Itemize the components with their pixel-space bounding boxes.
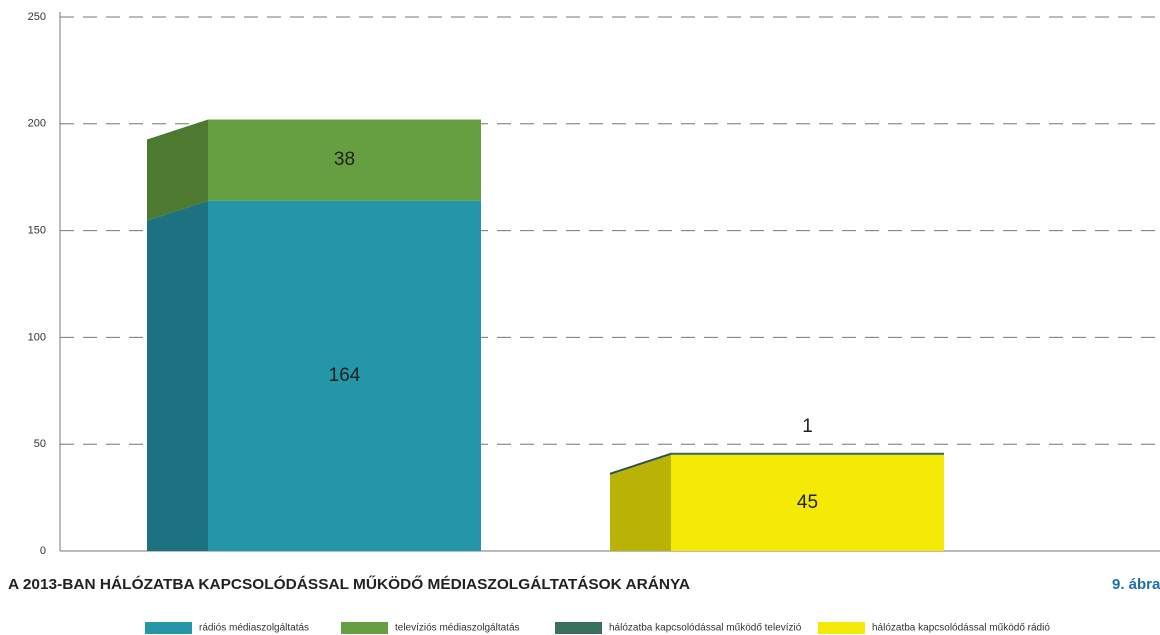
bar-segment bbox=[671, 454, 944, 551]
legend-label: rádiós médiaszolgáltatás bbox=[199, 623, 309, 634]
data-label: 1 bbox=[802, 416, 813, 437]
y-tick-label: 0 bbox=[40, 545, 46, 557]
bar-segment bbox=[208, 200, 481, 552]
bar-side bbox=[147, 200, 208, 552]
figure-label: 9. ábra bbox=[1112, 576, 1160, 593]
legend-swatch bbox=[341, 622, 388, 634]
legend-swatch bbox=[555, 622, 602, 634]
bar-segment bbox=[208, 119, 481, 201]
bar-segment bbox=[671, 452, 944, 455]
chart-title: A 2013-BAN HÁLÓZATBA KAPCSOLÓDÁSSAL MŰKÖ… bbox=[8, 575, 690, 593]
y-tick-label: 200 bbox=[28, 118, 46, 130]
legend-label: hálózatba kapcsolódással működő televízi… bbox=[609, 623, 802, 634]
data-label: 38 bbox=[334, 149, 355, 170]
legend-label: hálózatba kapcsolódással működő rádió bbox=[872, 623, 1050, 634]
legend-label: televíziós médiaszolgáltatás bbox=[395, 623, 520, 634]
bar-side bbox=[610, 454, 671, 551]
legend-swatch bbox=[145, 622, 192, 634]
bar-side bbox=[610, 452, 671, 475]
y-tick-label: 100 bbox=[28, 331, 46, 343]
data-label: 45 bbox=[797, 492, 818, 513]
y-tick-label: 250 bbox=[28, 11, 46, 23]
y-tick-label: 150 bbox=[28, 225, 46, 237]
legend-swatch bbox=[818, 622, 865, 634]
y-tick-label: 50 bbox=[34, 438, 46, 450]
bar-side bbox=[147, 119, 208, 221]
data-label: 164 bbox=[329, 365, 361, 386]
